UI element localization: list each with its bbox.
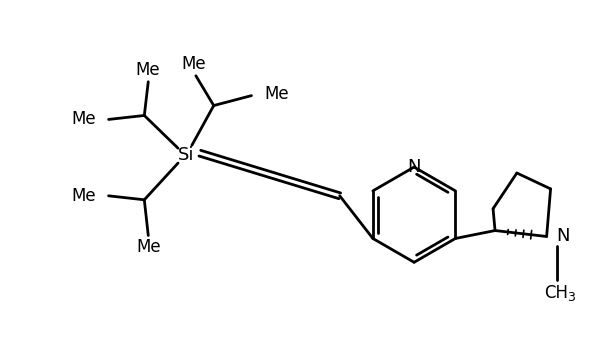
Text: Me: Me [136, 238, 161, 256]
Text: Si: Si [178, 146, 194, 164]
Text: N: N [408, 158, 421, 176]
Text: CH: CH [544, 284, 569, 302]
Text: Me: Me [135, 61, 159, 79]
Text: Me: Me [71, 187, 96, 205]
Text: N: N [557, 228, 570, 245]
Text: Me: Me [181, 55, 207, 73]
Text: Me: Me [71, 110, 96, 128]
Text: 3: 3 [568, 291, 576, 305]
Text: Me: Me [265, 85, 289, 103]
